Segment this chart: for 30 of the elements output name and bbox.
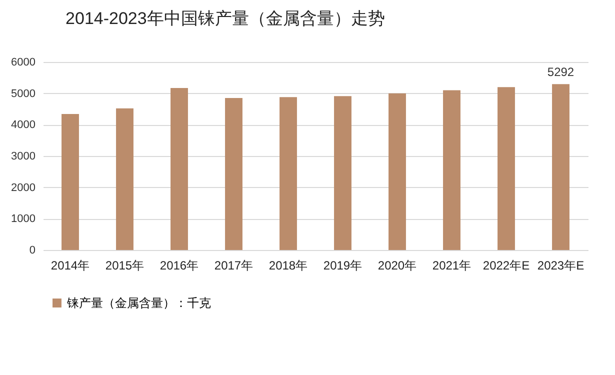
data-label: 5292 [547, 65, 574, 80]
bar [170, 88, 188, 250]
x-tick-label: 2014年 [50, 258, 90, 272]
bar [116, 108, 134, 250]
x-tick-label: 2020年 [378, 258, 417, 272]
x-tick-label: 2021年 [432, 258, 472, 272]
y-tick-label: 3000 [11, 150, 36, 162]
chart-title: 2014-2023年中国铼产量（金属含量）走势 [66, 9, 385, 28]
y-tick-label: 2000 [11, 182, 36, 194]
y-tick-label: 4000 [11, 119, 36, 132]
x-tick-label: 2022年E [482, 258, 530, 272]
x-tick-label: 2019年 [323, 258, 362, 272]
bar [334, 96, 352, 250]
x-tick-label: 2017年 [214, 258, 254, 272]
legend-label: 铼产量（金属含量）：千克 [66, 296, 211, 310]
bar [388, 93, 406, 250]
x-tick-label: 2018年 [268, 258, 308, 272]
bar [280, 97, 297, 250]
bar [552, 84, 570, 250]
y-tick-label: 1000 [11, 213, 36, 226]
x-tick-label: 2015年 [105, 258, 144, 272]
bar [225, 98, 242, 250]
x-tick-label: 2016年 [160, 258, 199, 272]
bar [62, 114, 79, 250]
x-tick-label: 2023年E [537, 258, 584, 272]
y-tick-label: 6000 [11, 56, 36, 68]
bar [498, 87, 515, 250]
bar [443, 90, 460, 250]
y-tick-label: 5000 [11, 88, 36, 100]
y-tick-label: 0 [29, 244, 36, 256]
